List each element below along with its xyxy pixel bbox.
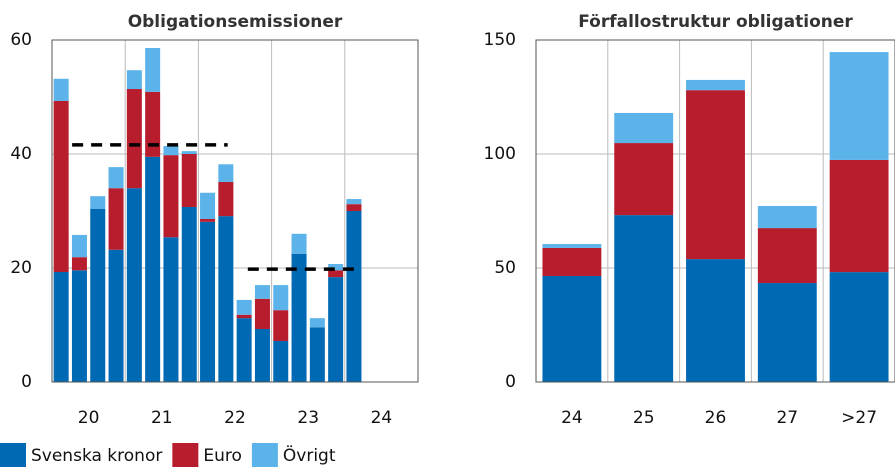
y-tick-label: 40 (10, 144, 32, 164)
bar-segment (108, 188, 124, 250)
bar-segment (53, 271, 69, 382)
bar-segment (614, 112, 674, 144)
bar-segment (200, 192, 216, 219)
bar-segment (145, 91, 161, 157)
bar-segment (614, 143, 674, 216)
bar-segment (163, 155, 179, 238)
bar-segment (71, 270, 87, 382)
bar-segment (614, 215, 674, 382)
bar-segment (181, 154, 197, 208)
bar-segment (829, 159, 889, 273)
legend-label: Övrigt (283, 444, 336, 466)
bar-segment (346, 211, 362, 382)
bar-segment (53, 100, 69, 272)
bar-segment (163, 146, 179, 156)
bar-segment (309, 318, 325, 328)
bar-segment (542, 275, 602, 382)
bar-segment (686, 90, 745, 260)
x-tick-label: 23 (297, 408, 319, 428)
bar-segment (328, 270, 344, 278)
bar-segment (126, 70, 142, 90)
y-tick-label: 0 (21, 372, 32, 392)
bar-segment (71, 234, 87, 258)
bar-segment (218, 216, 234, 382)
legend-swatch (0, 443, 26, 467)
plot-frame (535, 39, 895, 383)
bar-segment (328, 264, 344, 271)
bar-segment (236, 318, 252, 382)
x-tick-label: 27 (776, 408, 798, 428)
legend-swatch (251, 443, 278, 467)
legend-label: Euro (203, 446, 242, 466)
y-tick-label: 50 (494, 258, 516, 278)
bar-segment (108, 167, 124, 189)
bar-segment (273, 285, 289, 311)
bar-segment (181, 207, 197, 382)
bar-segment (291, 253, 307, 382)
bar-segment (236, 299, 252, 315)
bar-segment (291, 233, 307, 254)
bar-segment (90, 208, 106, 382)
bar-segment (346, 199, 362, 205)
chart-title: Förfallostruktur obligationer (578, 12, 853, 32)
bar-segment (71, 257, 87, 271)
plot-frame (51, 39, 419, 383)
y-tick-label: 0 (505, 372, 516, 392)
x-tick-label: 24 (561, 408, 583, 428)
x-tick-label: 26 (705, 408, 727, 428)
legend-label: Svenska kronor (31, 446, 162, 466)
bar-segment (328, 277, 344, 382)
bar-segment (346, 204, 362, 211)
bar-segment (90, 196, 106, 209)
bar-segment (542, 247, 602, 276)
bar-segment (686, 79, 745, 91)
bar-segment (273, 310, 289, 341)
bar-segment (236, 314, 252, 319)
bar-segment (108, 249, 124, 382)
bar-segment (53, 78, 69, 101)
y-tick-label: 100 (484, 144, 516, 164)
bar-segment (218, 164, 234, 182)
x-tick-label: 20 (78, 408, 100, 428)
x-tick-label: 21 (151, 408, 173, 428)
bar-segment (163, 237, 179, 382)
x-tick-label: 24 (371, 408, 393, 428)
bar-segment (218, 181, 234, 217)
y-tick-label: 20 (10, 258, 32, 278)
bar-segment (757, 205, 817, 229)
bar-segment (273, 340, 289, 382)
bar-segment (757, 228, 817, 284)
bar-segment (254, 298, 270, 329)
legend-swatch (172, 443, 199, 467)
x-tick-label: >27 (841, 408, 877, 428)
bar-segment (145, 47, 161, 92)
bar-segment (181, 151, 197, 154)
y-tick-label: 60 (10, 30, 32, 50)
bar-segment (200, 221, 216, 382)
bar-segment (126, 89, 142, 189)
bar-segment (309, 327, 325, 382)
bar-segment (829, 52, 889, 160)
bar-segment (829, 272, 889, 382)
bar-segment (126, 188, 142, 382)
y-tick-label: 150 (484, 30, 516, 50)
bar-segment (200, 218, 216, 222)
bar-segment (145, 156, 161, 382)
x-tick-label: 25 (633, 408, 655, 428)
x-tick-label: 22 (224, 408, 246, 428)
chart-title: Obligationsemissioner (128, 12, 343, 32)
bar-segment (757, 283, 817, 382)
bar-segment (686, 259, 745, 382)
bar-segment (542, 244, 602, 248)
bar-segment (254, 285, 270, 299)
bar-segment (254, 328, 270, 382)
